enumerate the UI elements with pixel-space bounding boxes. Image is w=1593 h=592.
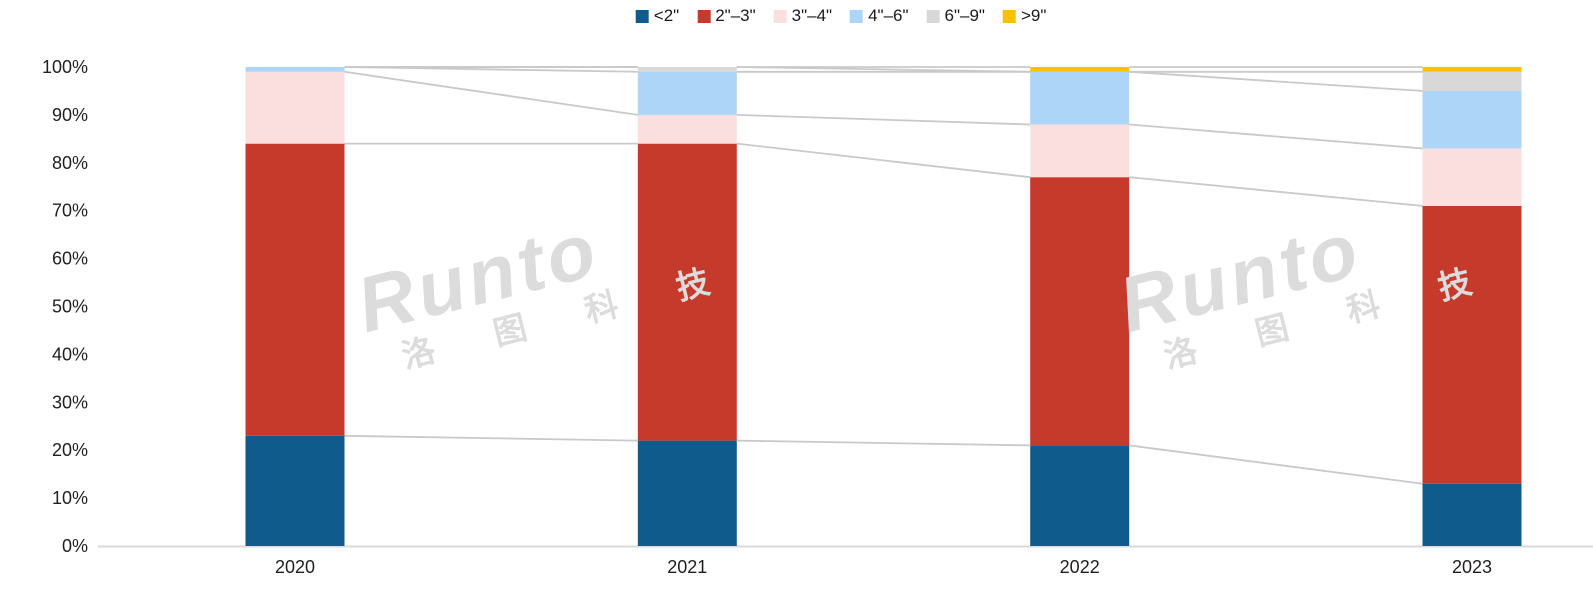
chart-legend: <2" 2"–3" 3"–4" 4"–6" 6"–9" >9" (635, 6, 1047, 26)
series-connector-line (736, 142, 1031, 179)
bar-segment (1422, 483, 1522, 546)
x-axis-tick-label: 2023 (1452, 557, 1492, 577)
series-connector-line (344, 70, 638, 116)
bar-segment (637, 440, 737, 546)
series-connector-line (736, 114, 1031, 126)
bar-segment (1030, 445, 1130, 546)
bar-segment (245, 143, 345, 436)
x-axis-tick-label: 2021 (667, 557, 707, 577)
bar-segment (1030, 67, 1130, 72)
legend-label: >9" (1020, 6, 1047, 25)
legend-label: 4"–6" (868, 6, 909, 25)
bar-segment (1422, 71, 1522, 91)
x-axis-tick-label: 2022 (1060, 557, 1100, 577)
bar-segment (245, 67, 345, 72)
legend-label: 6"–9" (944, 6, 985, 25)
legend-item: 4"–6" (850, 6, 909, 26)
y-axis-tick-label: 100% (42, 57, 88, 77)
bar-segment (245, 71, 345, 144)
series-connector-line (736, 439, 1031, 447)
legend-color-swatch-icon (773, 9, 787, 23)
y-axis-tick-label: 60% (52, 249, 88, 269)
bar-segment (1030, 177, 1130, 446)
y-axis-tick-label: 90% (52, 105, 88, 125)
legend-label: 3"–4" (791, 6, 833, 25)
bar-segment (1030, 124, 1130, 178)
legend-color-swatch-icon (850, 9, 864, 23)
legend-item: 6"–9" (926, 6, 985, 26)
bar-segment (1422, 90, 1522, 149)
legend-color-swatch-icon (926, 9, 940, 23)
series-connector-line (1129, 444, 1423, 485)
x-axis-tick-label: 2020 (275, 557, 315, 577)
bar-segment (637, 143, 737, 441)
y-axis-tick-label: 70% (52, 201, 88, 221)
series-connector-line (344, 434, 638, 442)
series-connector-line (1129, 123, 1423, 150)
y-axis-tick-label: 20% (52, 440, 88, 460)
y-axis-tick-label: 40% (52, 344, 88, 364)
legend-label: <2" (653, 6, 680, 25)
bar-segment (637, 67, 737, 72)
y-axis-tick-label: 50% (52, 297, 88, 317)
legend-label: 2"–3" (715, 6, 756, 25)
legend-color-swatch-icon (1002, 9, 1016, 23)
y-axis-tick-label: 80% (52, 153, 88, 173)
y-axis-tick-label: 10% (52, 488, 88, 508)
legend-item: >9" (1002, 6, 1047, 26)
bar-segment (245, 435, 345, 546)
bar-segment (1422, 205, 1522, 484)
bar-segment (637, 71, 737, 115)
y-axis-tick-label: 30% (52, 392, 88, 412)
series-connector-line (1129, 70, 1423, 92)
bar-segment (637, 114, 737, 144)
legend-item: 3"–4" (773, 6, 833, 26)
legend-item: <2" (635, 6, 680, 26)
bar-segment (1030, 71, 1130, 125)
bar-segment (1422, 148, 1522, 206)
bar-segment (1422, 67, 1522, 72)
y-axis-tick-label: 0% (62, 536, 88, 556)
legend-color-swatch-icon (697, 9, 711, 23)
legend-color-swatch-icon (635, 9, 649, 23)
legend-item: 2"–3" (697, 6, 756, 26)
series-connector-line (1129, 176, 1423, 207)
